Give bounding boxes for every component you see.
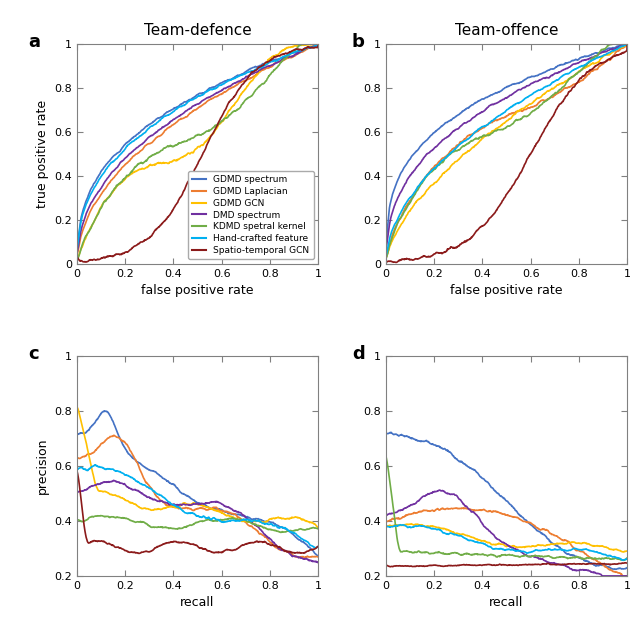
- Hand-crafted feature: [314, 40, 322, 48]
- KDMD spetral kernel: [256, 82, 264, 90]
- Line: GDMD spectrum: GDMD spectrum: [77, 44, 318, 264]
- GDMD Laplacian: [281, 56, 289, 63]
- KDMD spetral kernel: [305, 40, 312, 48]
- Line: Hand-crafted feature: Hand-crafted feature: [77, 44, 318, 264]
- Spatio-temporal GCN: [314, 40, 322, 48]
- X-axis label: false positive rate: false positive rate: [451, 284, 563, 297]
- DMD spectrum: [88, 198, 95, 206]
- Title: Team-defence: Team-defence: [143, 24, 252, 38]
- GDMD Laplacian: [227, 85, 234, 92]
- GDMD GCN: [213, 124, 221, 131]
- Line: GDMD Laplacian: GDMD Laplacian: [77, 44, 318, 264]
- GDMD Laplacian: [213, 93, 221, 100]
- GDMD GCN: [256, 68, 264, 75]
- Text: b: b: [352, 33, 365, 51]
- Hand-crafted feature: [227, 76, 234, 84]
- Spatio-temporal GCN: [281, 50, 289, 58]
- KDMD spetral kernel: [227, 111, 234, 118]
- Line: Spatio-temporal GCN: Spatio-temporal GCN: [77, 44, 318, 264]
- Title: Team-offence: Team-offence: [455, 24, 558, 38]
- Legend: GDMD spectrum, GDMD Laplacian, GDMD GCN, DMD spectrum, KDMD spetral kernel, Hand: GDMD spectrum, GDMD Laplacian, GDMD GCN,…: [188, 171, 314, 259]
- GDMD Laplacian: [88, 205, 95, 213]
- GDMD spectrum: [256, 62, 264, 69]
- GDMD GCN: [227, 105, 234, 113]
- X-axis label: recall: recall: [180, 597, 214, 609]
- GDMD Laplacian: [256, 68, 264, 76]
- GDMD GCN: [88, 223, 95, 230]
- Spatio-temporal GCN: [227, 96, 234, 104]
- DMD spectrum: [220, 85, 227, 93]
- X-axis label: recall: recall: [490, 597, 524, 609]
- Hand-crafted feature: [213, 84, 221, 91]
- GDMD Laplacian: [314, 40, 322, 48]
- Spatio-temporal GCN: [88, 256, 95, 264]
- DMD spectrum: [281, 54, 289, 61]
- KDMD spetral kernel: [281, 55, 289, 63]
- GDMD spectrum: [314, 40, 322, 48]
- GDMD spectrum: [213, 81, 221, 89]
- GDMD GCN: [73, 260, 81, 267]
- KDMD spetral kernel: [314, 40, 322, 48]
- GDMD Laplacian: [73, 260, 81, 267]
- GDMD Laplacian: [220, 89, 227, 96]
- KDMD spetral kernel: [220, 116, 227, 123]
- Spatio-temporal GCN: [256, 63, 264, 71]
- DMD spectrum: [314, 40, 322, 48]
- Text: c: c: [29, 345, 39, 363]
- GDMD GCN: [281, 46, 289, 53]
- GDMD spectrum: [281, 53, 289, 61]
- Line: KDMD spetral kernel: KDMD spetral kernel: [77, 44, 318, 264]
- Text: a: a: [29, 33, 40, 51]
- DMD spectrum: [73, 260, 81, 267]
- Hand-crafted feature: [220, 80, 227, 88]
- Line: DMD spectrum: DMD spectrum: [77, 44, 318, 264]
- GDMD GCN: [220, 117, 227, 125]
- Y-axis label: true positive rate: true positive rate: [36, 100, 49, 208]
- Hand-crafted feature: [281, 53, 289, 60]
- DMD spectrum: [213, 89, 221, 96]
- GDMD spectrum: [73, 260, 81, 267]
- X-axis label: false positive rate: false positive rate: [141, 284, 253, 297]
- Spatio-temporal GCN: [73, 260, 81, 267]
- DMD spectrum: [227, 83, 234, 90]
- GDMD spectrum: [220, 78, 227, 86]
- Spatio-temporal GCN: [220, 110, 227, 117]
- Hand-crafted feature: [73, 260, 81, 267]
- Line: GDMD GCN: GDMD GCN: [77, 44, 318, 264]
- Hand-crafted feature: [256, 64, 264, 71]
- GDMD spectrum: [88, 184, 95, 192]
- GDMD GCN: [314, 40, 322, 48]
- DMD spectrum: [256, 66, 264, 74]
- GDMD spectrum: [227, 76, 234, 83]
- Spatio-temporal GCN: [213, 122, 221, 130]
- Y-axis label: precision: precision: [36, 438, 49, 495]
- Text: d: d: [352, 345, 365, 363]
- KDMD spetral kernel: [213, 121, 221, 128]
- KDMD spetral kernel: [73, 260, 81, 267]
- Hand-crafted feature: [88, 188, 95, 196]
- KDMD spetral kernel: [88, 222, 95, 230]
